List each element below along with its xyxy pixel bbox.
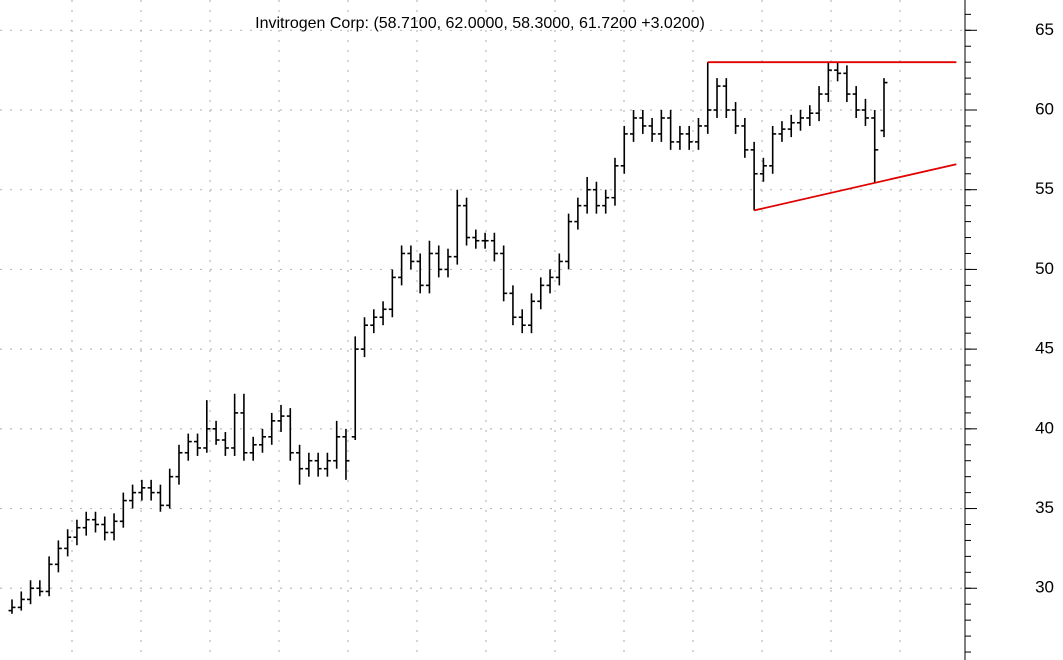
y-tick-label: 30: [1035, 578, 1054, 597]
y-tick-label: 45: [1035, 339, 1054, 358]
trendline: [753, 163, 957, 212]
y-tick-label: 40: [1035, 418, 1054, 437]
y-tick-label: 65: [1035, 20, 1054, 39]
y-tick-label: 60: [1035, 99, 1054, 118]
y-tick-label: 35: [1035, 498, 1054, 517]
vertical-grid: [71, 0, 901, 660]
y-tick-label: 55: [1035, 179, 1054, 198]
y-tick-label: 50: [1035, 259, 1054, 278]
chart-title: Invitrogen Corp: (58.7100, 62.0000, 58.3…: [255, 15, 705, 32]
